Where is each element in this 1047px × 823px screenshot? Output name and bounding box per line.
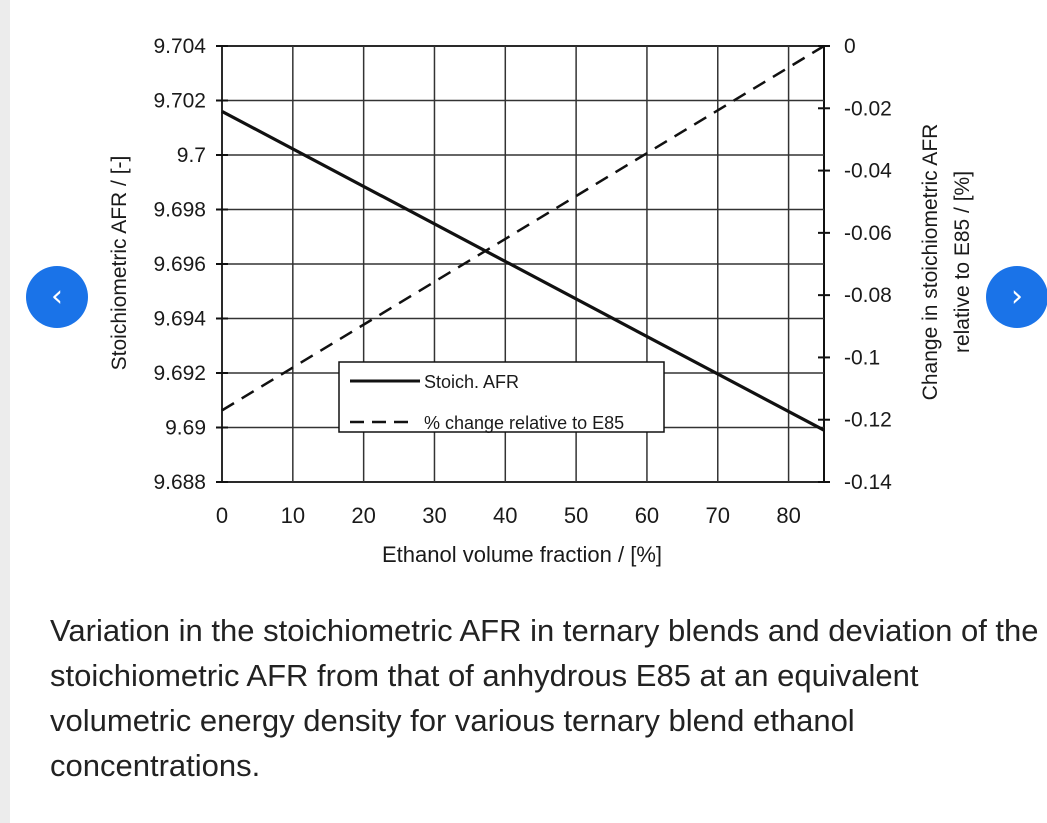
x-tick-label: 60 [635, 503, 659, 528]
figure-caption: Variation in the stoichiometric AFR in t… [50, 613, 1039, 783]
series-line-stoich-afr [221, 109, 825, 432]
legend-label-percent-change: % change relative to E85 [424, 413, 624, 433]
y2-axis-label-line1: Change in stoichiometric AFR [919, 124, 942, 401]
y2-tick-label: -0.02 [844, 97, 892, 120]
x-axis-label: Ethanol volume fraction / [%] [382, 542, 662, 567]
y2-tick-label: -0.04 [844, 160, 892, 183]
y-tick-label: 9.688 [153, 471, 206, 494]
chevron-right-icon: › [1011, 279, 1023, 314]
x-tick-label: 50 [564, 503, 588, 528]
y-tick-label: 9.7 [177, 144, 206, 167]
y-tick-label: 9.704 [153, 35, 206, 58]
x-tick-label: 40 [493, 503, 517, 528]
x-tick-label: 10 [281, 503, 305, 528]
y2-tick-label: -0.14 [844, 471, 892, 494]
y-tick-label: 9.694 [153, 308, 206, 331]
x-tick-label: 80 [776, 503, 800, 528]
y-tick-label: 9.698 [153, 199, 206, 222]
y2-tick-label: 0 [844, 35, 856, 58]
legend: Stoich. AFR % change relative to E85 [338, 361, 665, 433]
previous-image-button[interactable]: ‹ [26, 266, 88, 328]
y2-tick-label: -0.06 [844, 222, 892, 245]
x-tick-label: 20 [351, 503, 375, 528]
grid-layer [221, 45, 825, 483]
axes-layer: 0 10 20 30 40 50 60 70 80 9.704 9.702 9.7 9.698 9.696… [153, 35, 892, 528]
series-line-percent-change [221, 44, 825, 412]
y2-tick-label: -0.12 [844, 409, 892, 432]
y2-tick-label: -0.08 [844, 284, 892, 307]
y2-axis-label-line2: relative to E85 / [%] [951, 171, 974, 353]
x-tick-label: 0 [216, 503, 228, 528]
chart-container: 0 10 20 30 40 50 60 70 80 9.704 9.702 9.7 9.698 9.696… [108, 35, 974, 567]
legend-label-stoich-afr: Stoich. AFR [424, 372, 519, 392]
y-tick-label: 9.696 [153, 253, 206, 276]
y-tick-label: 9.702 [153, 90, 206, 113]
afr-chart: 0 10 20 30 40 50 60 70 80 9.704 9.702 9.7 9.698 9.696… [108, 35, 974, 567]
series-layer [221, 44, 825, 432]
x-tick-label: 70 [706, 503, 730, 528]
left-edge-strip [0, 0, 10, 823]
y-tick-label: 9.692 [153, 362, 206, 385]
y-axis-label: Stoichiometric AFR / [-] [108, 156, 131, 371]
y2-tick-label: -0.1 [844, 346, 880, 369]
chevron-left-icon: ‹ [51, 279, 63, 314]
legend-box [338, 361, 665, 433]
next-image-button[interactable]: › [986, 266, 1047, 328]
y-tick-label: 9.69 [165, 417, 206, 440]
x-tick-label: 30 [422, 503, 446, 528]
